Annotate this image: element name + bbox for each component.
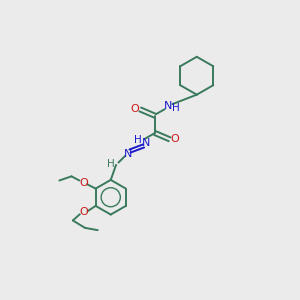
Text: N: N (142, 138, 151, 148)
Text: O: O (79, 178, 88, 188)
Text: O: O (131, 104, 140, 114)
Text: N: N (124, 149, 132, 159)
Text: H: H (172, 103, 180, 113)
Text: N: N (164, 101, 172, 111)
Text: O: O (171, 134, 179, 144)
Text: H: H (107, 159, 115, 169)
Text: H: H (134, 135, 142, 145)
Text: O: O (80, 207, 88, 218)
